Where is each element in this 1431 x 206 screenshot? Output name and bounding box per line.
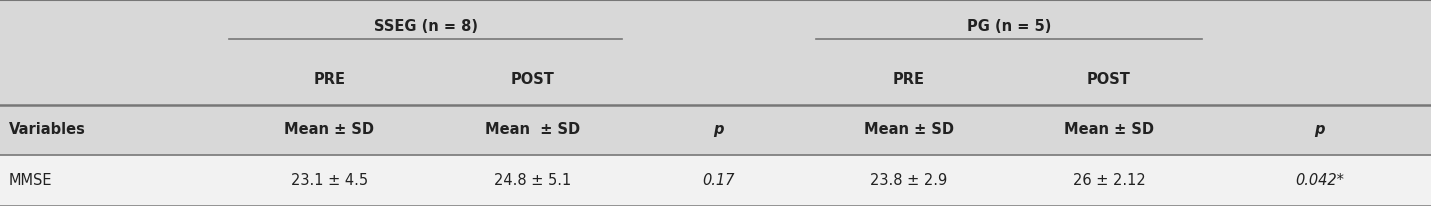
Text: p: p bbox=[713, 122, 724, 137]
Bar bbox=[0, 154, 1431, 206]
Text: 26 ± 2.12: 26 ± 2.12 bbox=[1073, 173, 1145, 188]
Text: POST: POST bbox=[1088, 72, 1130, 87]
Text: PG (n = 5): PG (n = 5) bbox=[967, 19, 1050, 34]
Text: PRE: PRE bbox=[893, 72, 924, 87]
Text: p: p bbox=[1314, 122, 1325, 137]
Text: 0.17: 0.17 bbox=[703, 173, 734, 188]
Text: SSEG (n = 8): SSEG (n = 8) bbox=[373, 19, 478, 34]
Text: MMSE: MMSE bbox=[9, 173, 52, 188]
Text: Variables: Variables bbox=[9, 122, 86, 137]
Text: 23.8 ± 2.9: 23.8 ± 2.9 bbox=[870, 173, 947, 188]
Text: Mean ± SD: Mean ± SD bbox=[1065, 122, 1153, 137]
Bar bbox=[0, 105, 1431, 154]
Text: 23.1 ± 4.5: 23.1 ± 4.5 bbox=[290, 173, 368, 188]
Text: Mean ± SD: Mean ± SD bbox=[864, 122, 953, 137]
Text: Mean ± SD: Mean ± SD bbox=[285, 122, 373, 137]
Text: POST: POST bbox=[511, 72, 554, 87]
Text: 24.8 ± 5.1: 24.8 ± 5.1 bbox=[494, 173, 571, 188]
Bar bbox=[0, 0, 1431, 54]
Bar bbox=[0, 54, 1431, 105]
Text: 0.042*: 0.042* bbox=[1295, 173, 1344, 188]
Text: Mean  ± SD: Mean ± SD bbox=[485, 122, 580, 137]
Text: PRE: PRE bbox=[313, 72, 345, 87]
